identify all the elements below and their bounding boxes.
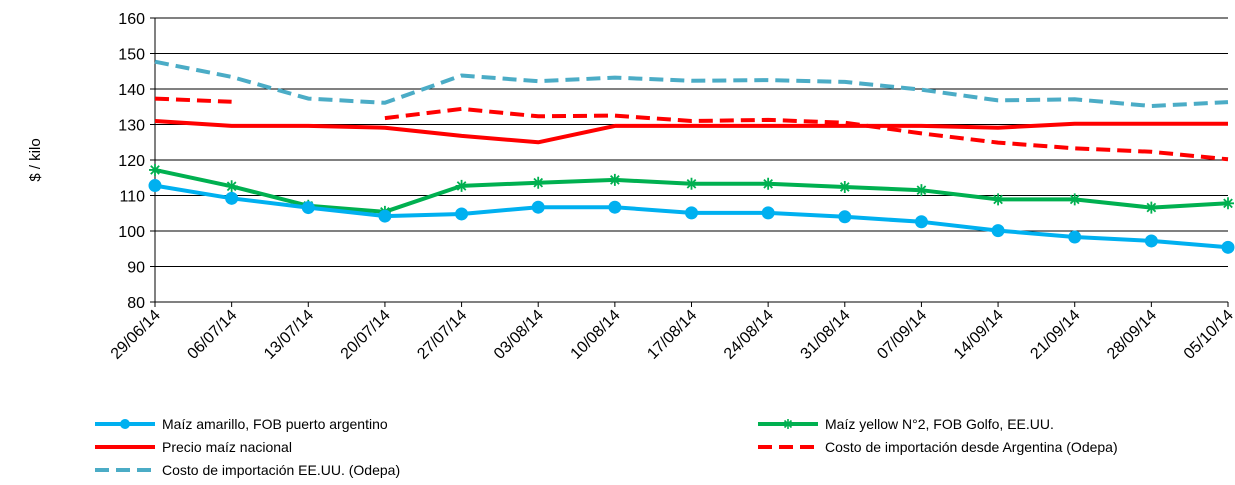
- y-tick-label: 130: [118, 118, 145, 135]
- x-tick-label: 31/08/14: [798, 307, 854, 363]
- x-tick-label: 29/06/14: [108, 307, 164, 363]
- series-group: [148, 59, 1235, 254]
- data-point: [225, 191, 239, 205]
- y-tick-label: 140: [118, 82, 145, 99]
- legend-item-1: Maíz yellow N°2, FOB Golfo, EE.UU.: [758, 416, 1054, 432]
- x-tick-label: 27/07/14: [414, 307, 470, 363]
- data-point: [149, 163, 161, 176]
- series-line: [384, 106, 1229, 162]
- series-line: [154, 167, 1229, 214]
- gridlines: [155, 17, 1228, 303]
- series-line: [154, 59, 1229, 108]
- data-point: [1068, 230, 1082, 244]
- legend-marker: [120, 419, 130, 429]
- data-point: [762, 177, 775, 190]
- data-point: [838, 180, 851, 193]
- data-point: [531, 200, 545, 214]
- x-tick-label: 05/10/14: [1181, 307, 1235, 363]
- legend-label: Costo de importación EE.UU. (Odepa): [162, 462, 400, 478]
- legend-label: Costo de importación desde Argentina (Od…: [825, 439, 1118, 455]
- legend-item-0: Maíz amarillo, FOB puerto argentino: [95, 416, 388, 432]
- y-tick-label: 160: [118, 11, 145, 28]
- data-point: [225, 180, 238, 193]
- data-point: [608, 200, 622, 214]
- y-tick-label: 150: [118, 47, 145, 64]
- x-tick-label: 28/09/14: [1104, 307, 1160, 363]
- data-point: [608, 173, 621, 186]
- data-point: [455, 179, 468, 192]
- data-point: [991, 224, 1005, 238]
- data-point: [992, 193, 1005, 206]
- series-line: [154, 96, 232, 104]
- data-point: [914, 215, 928, 229]
- y-tick-label: 80: [127, 295, 145, 312]
- x-tick-label: 13/07/14: [261, 307, 317, 363]
- y-tick-label: 100: [118, 224, 145, 241]
- x-tick-label: 21/09/14: [1027, 307, 1083, 363]
- data-point: [915, 184, 928, 197]
- data-point: [685, 206, 698, 220]
- data-point: [685, 177, 698, 190]
- data-point: [148, 179, 162, 193]
- series-line: [154, 119, 1228, 145]
- series-3: [154, 96, 1229, 162]
- x-tick-label: 10/08/14: [568, 307, 624, 363]
- x-tick-label: 07/09/14: [874, 307, 930, 363]
- y-tick-label: 90: [127, 260, 145, 277]
- x-tick-label: 03/08/14: [491, 307, 547, 363]
- legend-item-4: Costo de importación EE.UU. (Odepa): [95, 462, 400, 478]
- data-point: [301, 201, 315, 215]
- x-tick-label: 06/07/14: [184, 307, 240, 363]
- legend: Maíz amarillo, FOB puerto argentino Maíz …: [95, 416, 1118, 478]
- x-tick-label: 24/08/14: [721, 307, 777, 363]
- y-tick-label: 120: [118, 153, 145, 170]
- data-point: [838, 210, 852, 224]
- series-4: [154, 59, 1229, 108]
- data-point: [378, 209, 392, 223]
- y-axis-label: $ / kilo: [27, 138, 44, 181]
- data-point: [532, 176, 545, 189]
- legend-item-2: Precio maíz nacional: [95, 439, 292, 455]
- data-point: [1222, 197, 1234, 210]
- x-tick-label: 17/08/14: [644, 307, 700, 363]
- legend-label: Maíz yellow N°2, FOB Golfo, EE.UU.: [825, 416, 1054, 432]
- data-point: [455, 207, 469, 221]
- x-tick-label: 14/09/14: [951, 307, 1007, 363]
- legend-label: Maíz amarillo, FOB puerto argentino: [162, 416, 388, 432]
- data-point: [1221, 240, 1235, 254]
- data-point: [761, 206, 775, 220]
- legend-marker: [783, 419, 793, 429]
- x-axis: 29/06/14 06/07/14 13/07/14 20/07/14 27/07/14…: [108, 301, 1235, 363]
- data-point: [1145, 201, 1158, 214]
- x-tick-label: 20/07/14: [338, 307, 394, 363]
- legend-label: Precio maíz nacional: [162, 439, 292, 455]
- data-point: [1068, 193, 1081, 206]
- legend-item-3: Costo de importación desde Argentina (Od…: [758, 439, 1118, 455]
- y-tick-label: 110: [119, 189, 145, 206]
- data-point: [1144, 234, 1158, 248]
- series-0: [148, 179, 1235, 254]
- series-2: [154, 119, 1228, 145]
- y-axis: 80 90 100 110 120 130 140 150 160: [118, 11, 156, 312]
